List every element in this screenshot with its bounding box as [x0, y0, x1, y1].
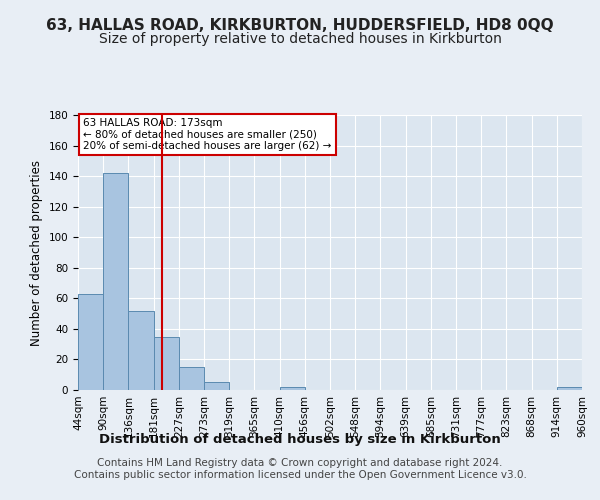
Bar	[280, 387, 305, 390]
Bar	[154, 336, 179, 390]
Bar	[179, 367, 204, 390]
Y-axis label: Number of detached properties: Number of detached properties	[30, 160, 43, 346]
Bar	[128, 310, 154, 390]
Text: Size of property relative to detached houses in Kirkburton: Size of property relative to detached ho…	[98, 32, 502, 46]
Bar	[78, 294, 103, 390]
Text: Distribution of detached houses by size in Kirkburton: Distribution of detached houses by size …	[99, 432, 501, 446]
Bar	[204, 382, 229, 390]
Text: 63 HALLAS ROAD: 173sqm
← 80% of detached houses are smaller (250)
20% of semi-de: 63 HALLAS ROAD: 173sqm ← 80% of detached…	[83, 118, 331, 151]
Text: 63, HALLAS ROAD, KIRKBURTON, HUDDERSFIELD, HD8 0QQ: 63, HALLAS ROAD, KIRKBURTON, HUDDERSFIEL…	[46, 18, 554, 32]
Bar	[557, 387, 582, 390]
Text: Contains HM Land Registry data © Crown copyright and database right 2024.
Contai: Contains HM Land Registry data © Crown c…	[74, 458, 526, 480]
Bar	[103, 173, 128, 390]
